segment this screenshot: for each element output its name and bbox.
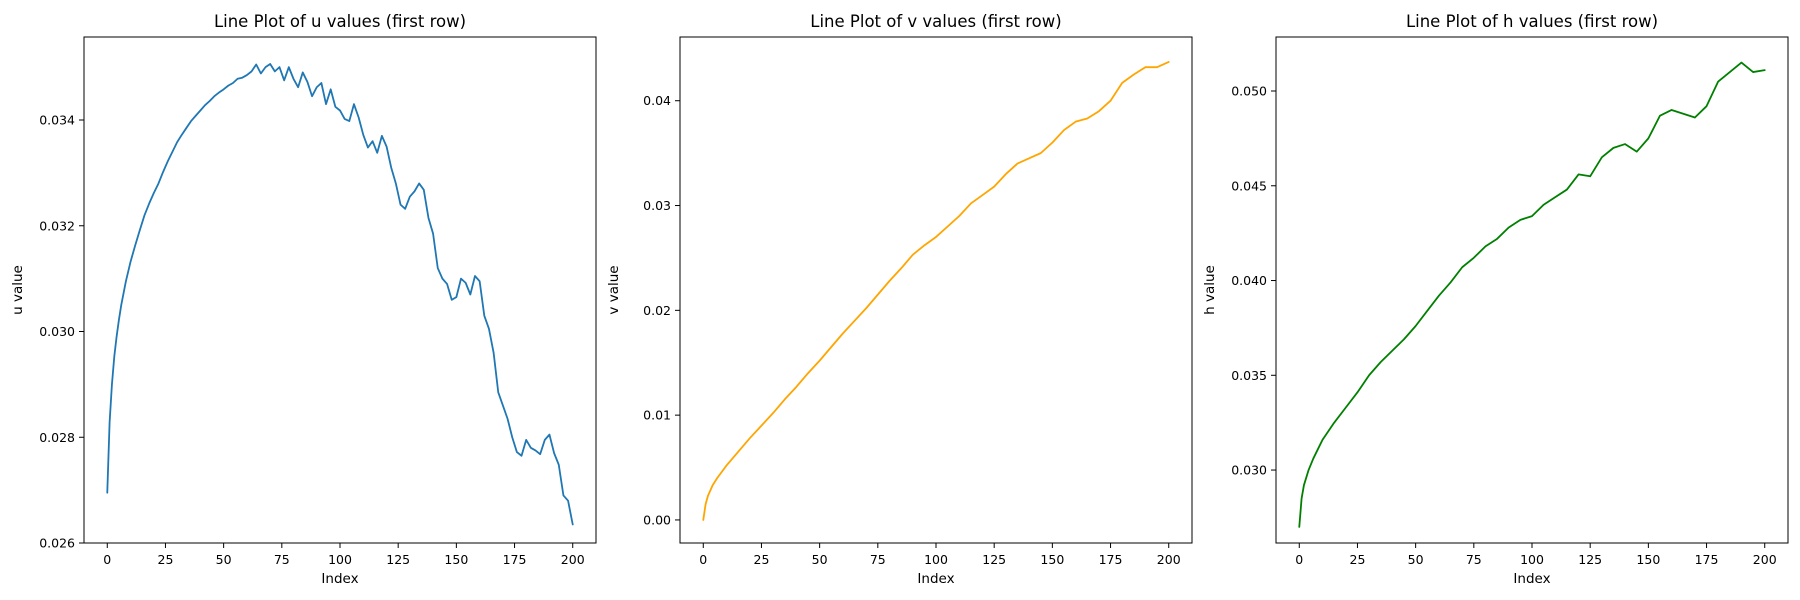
x-tick-label: 125: [982, 552, 1006, 567]
x-tick-label: 100: [328, 552, 352, 567]
axes-frame: [83, 36, 597, 544]
axes-frame: [679, 36, 1193, 544]
y-tick-label: 0.050: [1231, 84, 1267, 99]
x-axis-label: Index: [1513, 571, 1550, 587]
x-tick-label: 125: [386, 552, 410, 567]
x-axis-label: Index: [917, 571, 954, 587]
y-tick-label: 0.01: [643, 408, 671, 423]
x-tick-label: 25: [1350, 552, 1366, 567]
x-tick-label: 25: [754, 552, 770, 567]
chart-panel-1: 0 25 50 75 100 125 150 175 200 0.00 0.01 0.02 0.03 0.…: [606, 12, 1193, 587]
x-tick-label: 200: [1753, 552, 1777, 567]
x-tick-label: 0: [103, 552, 111, 567]
y-tick-label: 0.034: [39, 113, 75, 128]
y-tick-label: 0.035: [1231, 368, 1267, 383]
x-tick-label: 75: [1466, 552, 1482, 567]
y-tick-label: 0.028: [39, 430, 75, 445]
y-tick-label: 0.040: [1231, 273, 1267, 288]
x-tick-label: 50: [216, 552, 232, 567]
x-tick-label: 175: [503, 552, 527, 567]
y-tick-label: 0.032: [39, 218, 75, 233]
series-line: [106, 63, 574, 526]
y-axis-label: u value: [10, 265, 26, 315]
x-tick-label: 125: [1578, 552, 1602, 567]
x-tick-label: 75: [870, 552, 886, 567]
x-tick-label: 175: [1099, 552, 1123, 567]
x-tick-label: 150: [1636, 552, 1660, 567]
x-tick-label: 200: [1157, 552, 1181, 567]
series-line: [1298, 61, 1766, 528]
x-axis-label: Index: [321, 571, 358, 587]
y-axis-label: v value: [606, 265, 622, 314]
y-tick-label: 0.026: [39, 536, 75, 551]
x-tick-label: 0: [699, 552, 707, 567]
y-axis-label: h value: [1202, 265, 1218, 315]
chart-panel-2: 0 25 50 75 100 125 150 175 200 0.030 0.035 0.040 0.0…: [1202, 12, 1789, 587]
x-tick-label: 200: [561, 552, 585, 567]
x-tick-label: 25: [158, 552, 174, 567]
y-tick-label: 0.045: [1231, 178, 1267, 193]
x-tick-label: 0: [1295, 552, 1303, 567]
y-tick-label: 0.04: [643, 93, 671, 108]
x-tick-label: 150: [1040, 552, 1064, 567]
x-tick-label: 50: [1408, 552, 1424, 567]
chart-panel-0: 0 25 50 75 100 125 150 175 200 0.026 0.028 0.030 0.0…: [10, 12, 597, 587]
x-tick-label: 75: [274, 552, 290, 567]
chart-title: Line Plot of h values (first row): [1406, 12, 1658, 31]
y-tick-label: 0.00: [643, 512, 671, 527]
y-tick-label: 0.030: [1231, 463, 1267, 478]
x-tick-label: 100: [1520, 552, 1544, 567]
axes-frame: [1275, 36, 1789, 544]
x-tick-label: 100: [924, 552, 948, 567]
chart-title: Line Plot of u values (first row): [214, 12, 466, 31]
y-tick-label: 0.030: [39, 324, 75, 339]
x-tick-label: 50: [812, 552, 828, 567]
x-tick-label: 150: [444, 552, 468, 567]
series-line: [702, 61, 1170, 521]
y-tick-label: 0.02: [643, 303, 671, 318]
x-tick-label: 175: [1695, 552, 1719, 567]
y-tick-label: 0.03: [643, 198, 671, 213]
chart-title: Line Plot of v values (first row): [810, 12, 1061, 31]
